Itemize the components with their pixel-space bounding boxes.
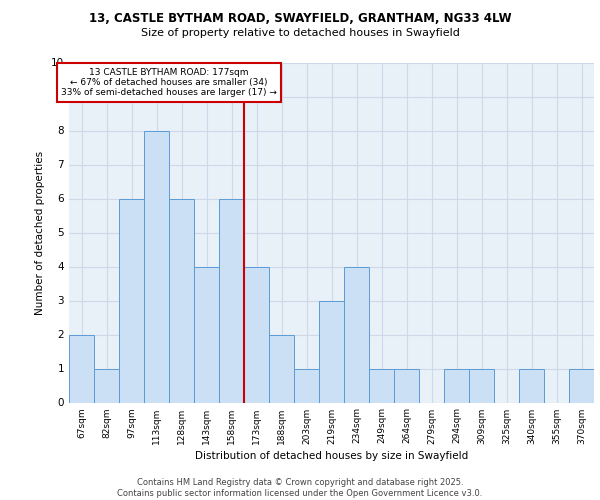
Bar: [319, 300, 344, 402]
Bar: [119, 198, 144, 402]
Bar: [194, 266, 219, 402]
Bar: [169, 198, 194, 402]
Bar: [519, 368, 544, 402]
Bar: [244, 266, 269, 402]
Bar: [294, 368, 319, 402]
Bar: [394, 368, 419, 402]
Bar: [444, 368, 469, 402]
Bar: [569, 368, 594, 402]
Bar: [69, 334, 94, 402]
Bar: [269, 334, 294, 402]
Bar: [94, 368, 119, 402]
Bar: [369, 368, 394, 402]
Text: 13, CASTLE BYTHAM ROAD, SWAYFIELD, GRANTHAM, NG33 4LW: 13, CASTLE BYTHAM ROAD, SWAYFIELD, GRANT…: [89, 12, 511, 26]
Bar: [469, 368, 494, 402]
X-axis label: Distribution of detached houses by size in Swayfield: Distribution of detached houses by size …: [195, 450, 468, 460]
Text: Contains HM Land Registry data © Crown copyright and database right 2025.
Contai: Contains HM Land Registry data © Crown c…: [118, 478, 482, 498]
Bar: [219, 198, 244, 402]
Bar: [344, 266, 369, 402]
Bar: [144, 130, 169, 402]
Text: Size of property relative to detached houses in Swayfield: Size of property relative to detached ho…: [140, 28, 460, 38]
Y-axis label: Number of detached properties: Number of detached properties: [35, 150, 46, 314]
Text: 13 CASTLE BYTHAM ROAD: 177sqm
← 67% of detached houses are smaller (34)
33% of s: 13 CASTLE BYTHAM ROAD: 177sqm ← 67% of d…: [61, 68, 277, 98]
